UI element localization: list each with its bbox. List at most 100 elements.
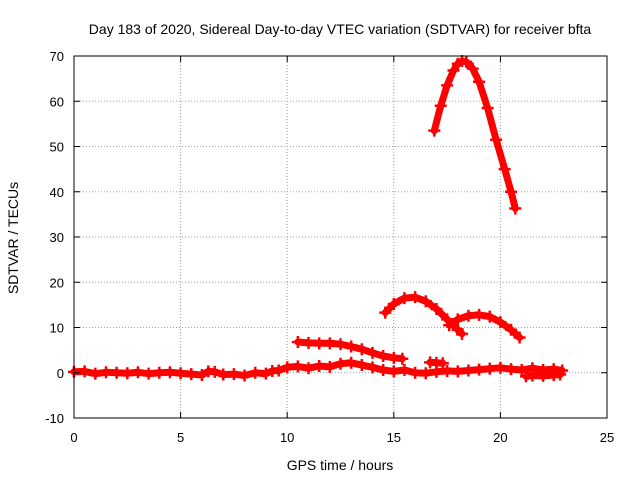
data-point	[302, 336, 315, 349]
data-point	[428, 124, 441, 137]
data-point	[281, 361, 294, 374]
data-point	[302, 362, 315, 375]
data-point	[483, 310, 496, 323]
data-point	[291, 360, 304, 373]
y-tick-label: 10	[50, 321, 64, 336]
data-point	[473, 363, 486, 376]
y-tick-label: 70	[50, 49, 64, 64]
y-tick-label: 60	[50, 94, 64, 109]
data-point	[505, 185, 518, 198]
y-tick-label: 20	[50, 275, 64, 290]
x-axis-label: GPS time / hours	[287, 457, 394, 473]
data-point	[323, 337, 336, 350]
data-point	[238, 369, 251, 382]
x-tick-label: 25	[600, 430, 614, 445]
data-point	[483, 362, 496, 375]
data-point	[379, 306, 392, 319]
series-baseline	[68, 356, 569, 382]
tick-layer: 0 5 10 15 20 25 -10 0 10 20 30 40 50 60 70	[45, 49, 614, 445]
data-point	[387, 297, 400, 310]
data-point	[460, 55, 473, 68]
data-point	[366, 346, 379, 359]
data-point	[99, 366, 112, 379]
data-point	[89, 367, 102, 380]
chart-title: Day 183 of 2020, Sidereal Day-to-day VTE…	[89, 21, 592, 37]
data-point	[185, 368, 198, 381]
y-tick-label: 40	[50, 185, 64, 200]
data-point	[498, 163, 511, 176]
x-tick-label: 5	[177, 430, 184, 445]
data-point	[554, 368, 567, 381]
data-point	[409, 291, 422, 304]
data-point	[505, 363, 518, 376]
data-point	[398, 364, 411, 377]
data-point	[153, 366, 166, 379]
x-tick-label: 0	[70, 430, 77, 445]
data-point	[434, 99, 447, 112]
grid-layer	[74, 56, 607, 418]
data-point	[462, 309, 475, 322]
y-tick-label: 0	[57, 366, 64, 381]
data-point	[466, 62, 479, 75]
series-segment-e	[428, 54, 522, 215]
data-layer	[68, 54, 569, 383]
data-point	[447, 64, 460, 77]
data-point	[451, 365, 464, 378]
data-point	[121, 367, 134, 380]
data-point	[387, 365, 400, 378]
data-point	[366, 361, 379, 374]
series-segment-b	[424, 356, 449, 370]
series-segment-a	[291, 335, 409, 365]
data-point	[462, 364, 475, 377]
data-point	[174, 367, 187, 380]
series-segment-d	[443, 308, 526, 344]
data-point	[323, 360, 336, 373]
data-point	[513, 331, 526, 344]
data-point	[259, 367, 272, 380]
data-point	[419, 367, 432, 380]
data-point	[396, 352, 409, 365]
data-point	[355, 359, 368, 372]
data-point	[163, 366, 176, 379]
data-point	[443, 319, 456, 332]
data-point	[355, 343, 368, 356]
data-point	[334, 357, 347, 370]
y-axis-label: SDTVAR / TECUs	[5, 182, 21, 294]
y-tick-label: 50	[50, 140, 64, 155]
x-tick-label: 15	[387, 430, 401, 445]
data-point	[494, 361, 507, 374]
data-point	[451, 313, 464, 326]
data-point	[217, 368, 230, 381]
data-point	[208, 365, 221, 378]
data-point	[526, 369, 539, 382]
data-point	[409, 366, 422, 379]
data-point	[441, 79, 454, 92]
data-point	[494, 316, 507, 329]
data-point	[473, 75, 486, 88]
data-point	[436, 357, 449, 370]
data-point	[419, 295, 432, 308]
data-point	[195, 369, 208, 382]
data-point	[313, 359, 326, 372]
data-point	[537, 369, 550, 382]
data-point	[515, 364, 528, 377]
data-point	[291, 335, 304, 348]
data-point	[505, 323, 518, 336]
data-point	[377, 350, 390, 363]
data-point	[345, 356, 358, 369]
data-point	[441, 364, 454, 377]
data-point	[110, 366, 123, 379]
data-point	[142, 367, 155, 380]
data-point	[398, 292, 411, 305]
y-tick-label: 30	[50, 230, 64, 245]
y-tick-label: -10	[45, 411, 64, 426]
data-point	[227, 368, 240, 381]
x-tick-label: 10	[280, 430, 294, 445]
data-point	[509, 202, 522, 215]
data-point	[481, 102, 494, 115]
data-point	[490, 133, 503, 146]
series-baseline-low	[519, 368, 567, 383]
